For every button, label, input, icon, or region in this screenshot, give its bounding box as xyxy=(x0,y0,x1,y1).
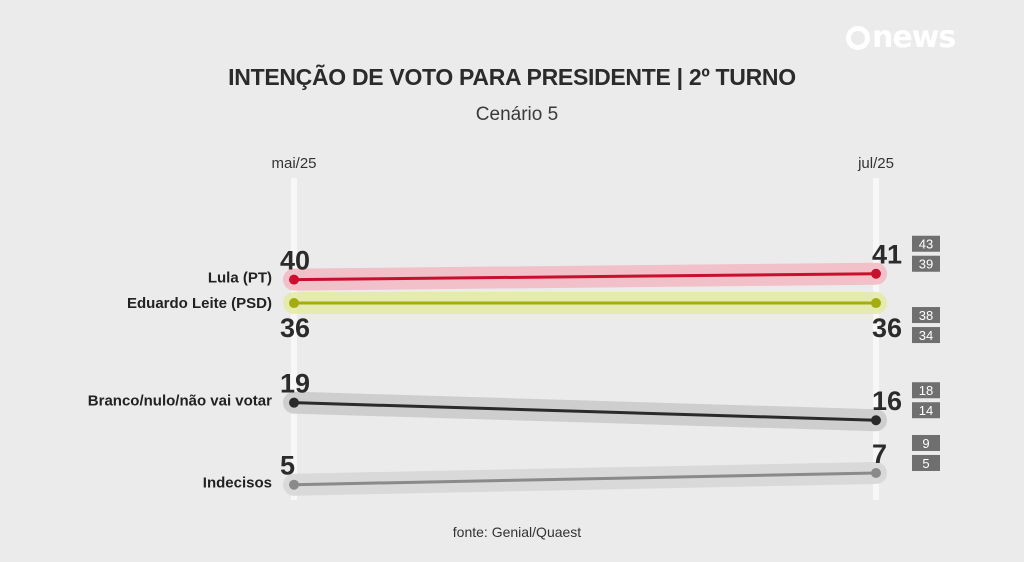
margin-label: 43 xyxy=(919,237,933,252)
series-label: Branco/nulo/não vai votar xyxy=(88,393,272,410)
data-point xyxy=(289,298,299,309)
margin-label: 39 xyxy=(919,257,933,272)
data-label: 40 xyxy=(280,246,310,276)
margin-box xyxy=(912,327,940,344)
chart-title: INTENÇÃO DE VOTO PARA PRESIDENTE | 2º TU… xyxy=(228,64,796,90)
margin-label: 5 xyxy=(922,456,929,471)
series-line xyxy=(293,401,877,422)
margin-label: 34 xyxy=(919,328,933,343)
data-label: 36 xyxy=(280,313,310,343)
x-tick-label: mai/25 xyxy=(271,155,316,172)
data-label: 19 xyxy=(280,369,310,399)
chart-subtitle: Cenário 5 xyxy=(475,104,559,125)
x-tick-label: jul/25 xyxy=(857,155,894,172)
margin-box xyxy=(912,235,940,252)
margin-box xyxy=(912,255,940,272)
series-label: Lula (PT) xyxy=(208,270,272,287)
margin-box xyxy=(912,402,940,419)
source-note: fonte: Genial/Quaest xyxy=(452,524,582,540)
margin-box xyxy=(912,307,940,324)
margin-label: 38 xyxy=(919,308,933,323)
series-line xyxy=(293,272,877,282)
margin-box xyxy=(912,434,940,451)
margin-label: 14 xyxy=(919,403,933,418)
data-label: 36 xyxy=(872,313,902,343)
data-label: 16 xyxy=(872,386,902,416)
data-label: 7 xyxy=(872,439,887,469)
margin-box xyxy=(912,454,940,471)
series-line xyxy=(293,471,877,487)
margin-box xyxy=(912,382,940,399)
logo-text: news xyxy=(872,20,956,55)
data-point xyxy=(871,467,881,478)
data-label: 5 xyxy=(280,451,295,481)
series-label: Indecisos xyxy=(203,475,272,492)
data-point xyxy=(289,479,299,490)
series-label: Eduardo Leite (PSD) xyxy=(127,295,272,312)
data-point xyxy=(871,415,881,426)
margin-label: 9 xyxy=(922,436,929,451)
data-label: 41 xyxy=(872,240,902,270)
data-point xyxy=(871,268,881,279)
globo-circle-icon xyxy=(846,25,870,50)
margin-label: 18 xyxy=(919,383,933,398)
data-point xyxy=(871,298,881,309)
data-point xyxy=(289,397,299,408)
data-point xyxy=(289,274,299,285)
brand-logo: news xyxy=(846,20,956,55)
